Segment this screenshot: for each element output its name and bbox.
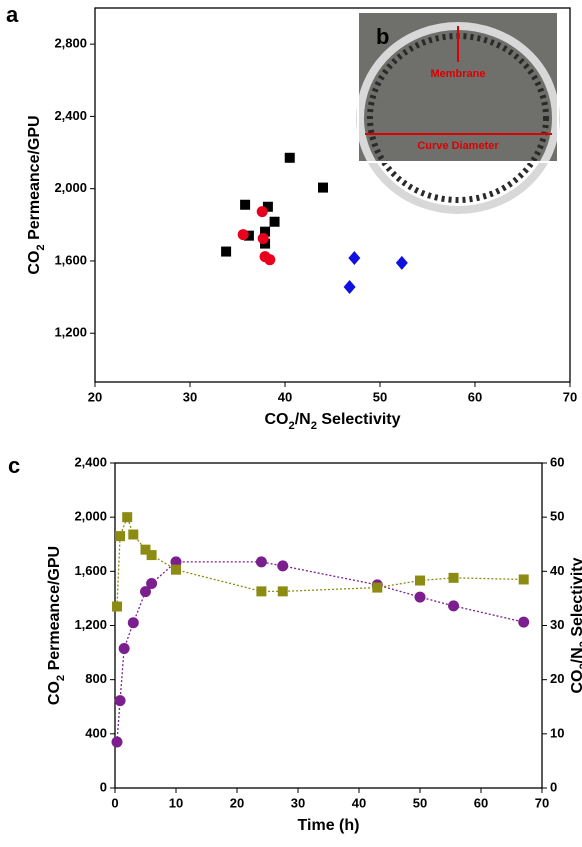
marker	[264, 254, 276, 266]
marker	[415, 575, 425, 586]
marker	[255, 556, 267, 568]
marker	[127, 617, 139, 629]
plot-frame	[114, 462, 543, 789]
marker	[122, 512, 133, 523]
y-tick-label: 400	[85, 725, 107, 740]
y2-tick-label: 50	[550, 509, 564, 524]
x-tick-label: 50	[373, 389, 387, 404]
marker	[256, 586, 267, 597]
x-axis-title: Time (h)	[298, 817, 360, 834]
x-tick-label: 40	[352, 795, 366, 810]
y-tick-label: 1,600	[54, 252, 87, 267]
y-axis-title: CO2 Permeance/GPU	[46, 546, 67, 705]
y-tick-label: 2,400	[54, 108, 87, 123]
x-tick-label: 50	[413, 795, 427, 810]
series-line	[116, 561, 524, 743]
marker	[111, 736, 123, 748]
marker	[414, 591, 426, 603]
marker	[284, 152, 295, 163]
x-tick-label: 30	[291, 795, 305, 810]
marker	[260, 226, 271, 237]
photo-inset: b Membrane Curve Diameter	[356, 11, 560, 214]
x-tick-label: 20	[88, 389, 102, 404]
marker	[372, 582, 383, 593]
marker	[146, 550, 157, 561]
x-tick-label: 10	[169, 795, 183, 810]
y-axis-title: CO2 Permeance/GPU	[26, 115, 47, 274]
marker	[277, 586, 288, 597]
marker	[118, 643, 130, 655]
marker	[448, 600, 460, 612]
marker	[114, 695, 126, 707]
marker	[237, 229, 249, 241]
y-tick-label: 1,200	[54, 325, 87, 340]
photo-text: Membrane	[430, 68, 485, 80]
marker	[140, 586, 151, 598]
marker	[343, 279, 356, 294]
y-tick-label: 1,200	[74, 617, 107, 632]
y2-tick-label: 10	[550, 725, 564, 740]
marker	[448, 572, 459, 583]
marker	[257, 233, 269, 245]
panel-label: b	[376, 24, 389, 49]
photo-text: Curve Diameter	[417, 140, 499, 152]
y-tick-label: 2,000	[54, 180, 87, 195]
x-tick-label: 20	[230, 795, 244, 810]
x-tick-label: 70	[535, 795, 549, 810]
y-tick-label: 1,600	[74, 563, 107, 578]
marker	[518, 574, 529, 585]
x-tick-label: 60	[474, 795, 488, 810]
y-tick-label: 2,400	[74, 454, 107, 469]
y2-tick-label: 20	[550, 671, 564, 686]
marker	[256, 206, 268, 218]
marker	[112, 601, 123, 612]
marker	[277, 560, 289, 572]
plot-frame	[94, 7, 571, 383]
marker	[240, 199, 251, 210]
chart: 20 30 40 50 60 70 1,200 1,600 2,000 2,400 2,800 a CO…	[6, 2, 577, 432]
x-axis-title: CO2/N2 Selectivity	[264, 411, 400, 432]
marker	[146, 578, 158, 590]
y-tick-label: 800	[85, 671, 107, 686]
panel-label: c	[8, 453, 20, 478]
marker	[115, 531, 126, 542]
y-tick-label: 2,800	[54, 36, 87, 51]
y2-tick-label: 60	[550, 454, 564, 469]
marker	[348, 251, 361, 266]
x-tick-label: 30	[183, 389, 197, 404]
marker	[140, 544, 151, 555]
marker	[170, 556, 182, 568]
panel-label: a	[6, 2, 19, 27]
marker	[395, 255, 408, 270]
marker	[243, 230, 254, 241]
marker	[269, 216, 280, 227]
y2-tick-label: 30	[550, 617, 564, 632]
y2-tick-label: 0	[550, 779, 557, 794]
marker	[262, 201, 273, 212]
x-tick-label: 60	[468, 389, 482, 404]
chart: 0 10 20 30 40 50 60 7004008001,2001,6002,0002,4…	[8, 453, 582, 834]
x-tick-label: 40	[278, 389, 292, 404]
x-tick-label: 0	[111, 795, 118, 810]
y-tick-label: 2,000	[74, 509, 107, 524]
marker	[518, 616, 530, 628]
marker	[128, 529, 139, 540]
marker	[221, 246, 232, 257]
y-tick-label: 0	[100, 779, 107, 794]
marker	[171, 564, 181, 575]
x-tick-label: 70	[563, 389, 577, 404]
y2-tick-label: 40	[550, 563, 564, 578]
y2-axis-title: CO2/N2 Selectivity	[569, 557, 582, 693]
photo-border	[357, 11, 559, 163]
marker	[318, 182, 328, 193]
